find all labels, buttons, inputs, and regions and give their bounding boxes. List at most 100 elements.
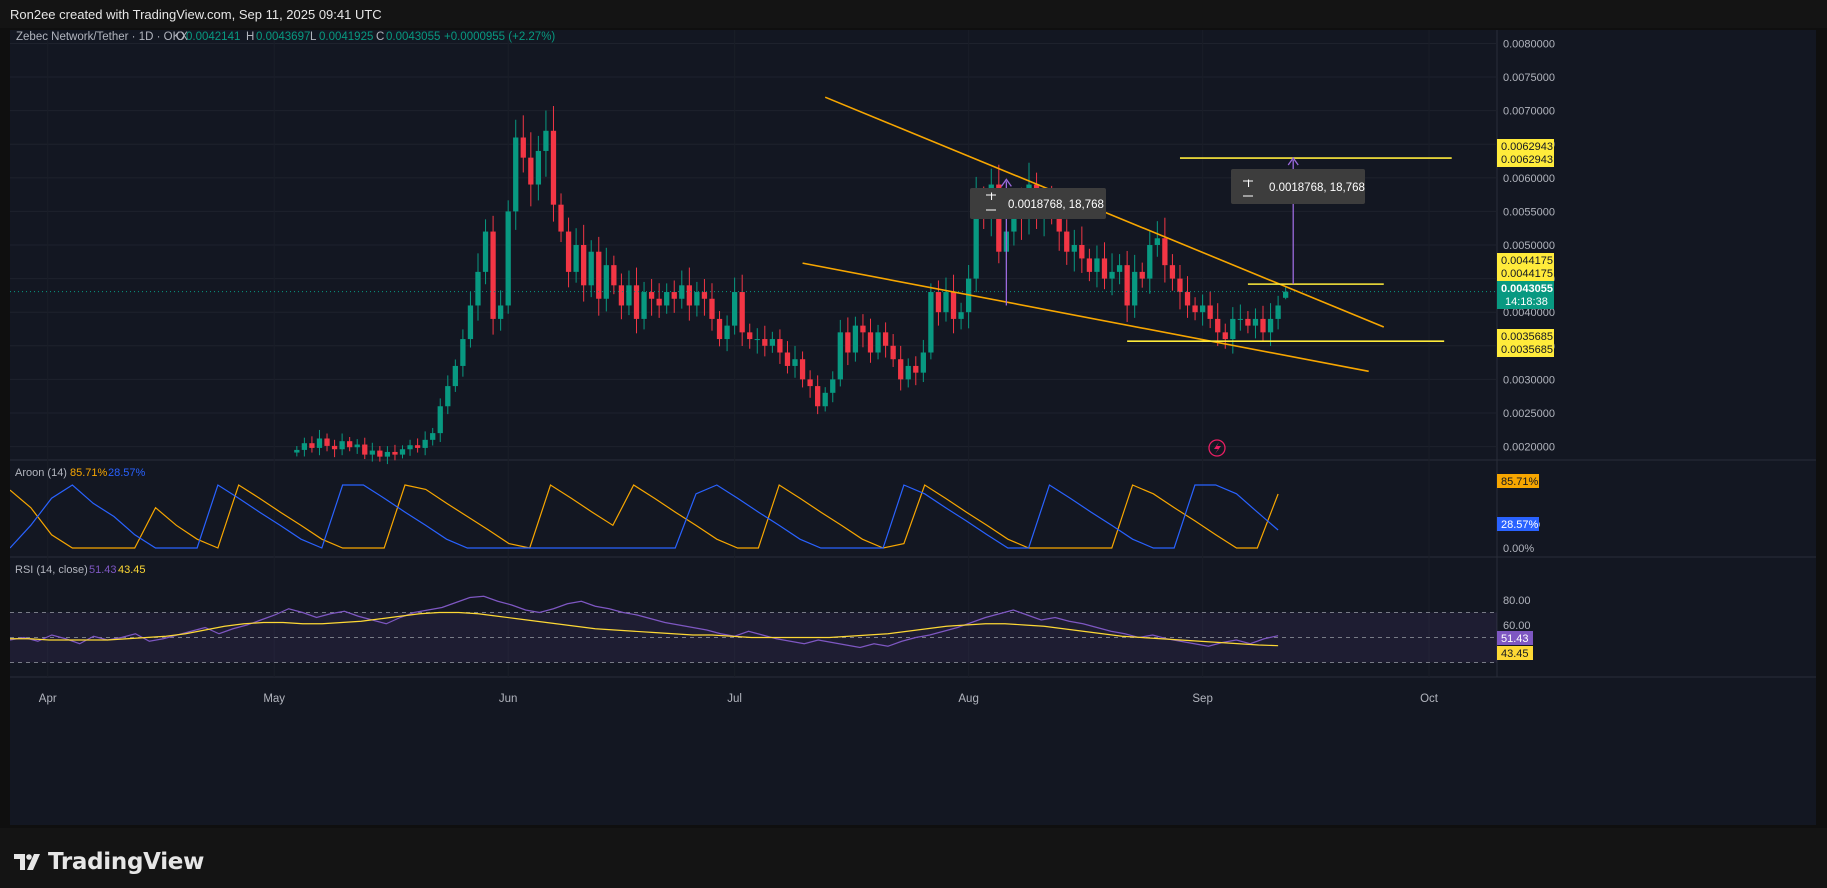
candle-body [437, 406, 443, 434]
candle-body [716, 318, 723, 340]
measure-label-1: 0.0018768, 18,768 [1008, 199, 1104, 211]
candle-body [1252, 318, 1259, 326]
candle-body [739, 292, 745, 333]
candle-body [301, 443, 308, 450]
aroon-down-value: 28.57% [108, 467, 146, 479]
tag-last-value: 0.0043055 [1501, 283, 1553, 295]
rsi-title[interactable]: RSI (14, close) [15, 564, 88, 576]
tag-rsi-ma-text: 43.45 [1501, 648, 1529, 660]
price-axis-label: 0.0025000 [1503, 408, 1555, 420]
candle-body [1184, 292, 1191, 306]
candle-body [815, 386, 821, 407]
tradingview-brand-name: TradingView [48, 849, 205, 875]
chart-frame[interactable]: 40.00%0.00% 80.0060.0040.00 0.00800000.0… [10, 30, 1816, 825]
chart-canvas[interactable]: 40.00%0.00% 80.0060.0040.00 0.00800000.0… [10, 30, 1816, 825]
candle-body [1154, 238, 1160, 245]
candle-body [898, 359, 904, 380]
candle-body [671, 292, 677, 299]
candle-body [830, 379, 836, 393]
measure-box-1[interactable]: I 0.0018768, 18,768 [970, 188, 1106, 219]
candle-body [754, 339, 760, 341]
tradingview-logo[interactable]: TradingView [14, 849, 204, 875]
candle-body [1109, 271, 1115, 279]
measure-icon: I [1247, 178, 1250, 190]
candle-body [1056, 211, 1062, 232]
candle-body [558, 204, 564, 232]
tag-countdown: 14:18:38 [1505, 296, 1548, 308]
ohlc-c-label: C [376, 31, 384, 43]
ohlc-l-value: 0.0041925 [319, 31, 373, 43]
wedge-lower-trendline [802, 262, 1369, 373]
candle-body [724, 325, 730, 340]
candle-body [339, 441, 345, 450]
candle-body [1237, 318, 1244, 320]
ohlc-h-value: 0.0043697 [256, 31, 310, 43]
candle-body [603, 265, 609, 299]
measure-label-2: 0.0018768, 18,768 [1269, 182, 1365, 194]
tag-rsi: 51.43 [1497, 631, 1533, 645]
candle-body [882, 332, 889, 346]
candle-body [852, 325, 859, 353]
lightning-icon[interactable] [1208, 439, 1226, 457]
tag-aroon-up: 85.71% [1497, 474, 1539, 488]
candle-body [1230, 318, 1236, 340]
price-axis-label: 0.0040000 [1503, 307, 1555, 319]
candle-body [769, 339, 776, 346]
aroon-up-value: 85.71% [70, 467, 108, 479]
candle-body [837, 332, 843, 380]
candle-body [1245, 318, 1251, 326]
tag-support-1: 0.0035685 [1501, 331, 1553, 343]
ohlc-o-value: 0.0042141 [186, 31, 240, 43]
candle-body [656, 298, 662, 306]
rsi-axis-label: 60.00 [1503, 620, 1531, 632]
candle-body [1169, 265, 1176, 279]
candle-body [1199, 305, 1206, 313]
candle-body [331, 445, 338, 450]
candle-body [1071, 245, 1077, 252]
candle-body [679, 285, 685, 299]
candle-body [928, 292, 934, 353]
candle-body [347, 441, 353, 448]
candle-body [460, 339, 466, 366]
candle-body [731, 292, 738, 326]
candle-body [701, 292, 708, 299]
candle-body [1162, 238, 1168, 266]
tag-last-price: 0.0043055 14:18:38 [1497, 281, 1554, 309]
aroon-up-line [10, 484, 1279, 549]
candle-body [875, 332, 881, 353]
candle-body [430, 433, 436, 440]
candle-body [490, 231, 496, 319]
aroon-down-line [10, 484, 1279, 549]
candle-body [369, 450, 375, 455]
candle-body [445, 386, 451, 407]
candle-body [626, 285, 632, 306]
time-axis-label: Jul [727, 693, 742, 705]
measure-box-2[interactable]: I 0.0018768, 18,768 [1231, 169, 1365, 204]
candle-body [1192, 305, 1198, 313]
bottom-brand-bar [0, 828, 1827, 888]
aroon-pane: 40.00%0.00% [10, 484, 1541, 555]
measure-arrow-1-head [1000, 178, 1012, 187]
candle-body [694, 292, 700, 306]
symbol-title[interactable]: Zebec Network/Tether · 1D · OKX [16, 31, 188, 43]
rsi-value: 51.43 [89, 564, 117, 576]
candle-body [1094, 258, 1100, 272]
ohlc-h-label: H [246, 31, 254, 43]
candle-body [1124, 265, 1130, 306]
top-credit-bar: Ron2ee created with TradingView.com, Sep… [0, 0, 1827, 28]
price-axis-label: 0.0070000 [1503, 106, 1555, 118]
rsi-line [10, 595, 1279, 649]
tag-target: 0.0062943 0.0062943 [1497, 139, 1554, 167]
measure-icon: I [990, 191, 993, 203]
aroon-title[interactable]: Aroon (14) [15, 467, 67, 479]
tag-aroon-down-text: 28.57% [1501, 519, 1539, 531]
candle-body [664, 292, 670, 306]
candle-body [1116, 265, 1123, 272]
candle-body [1222, 332, 1228, 340]
candle-body [1064, 231, 1070, 252]
candle-body [1147, 245, 1153, 279]
measure-arrow-2-head [1287, 156, 1299, 166]
candle-body [392, 451, 398, 455]
candle-body [497, 305, 504, 319]
candle-body [1275, 305, 1281, 319]
